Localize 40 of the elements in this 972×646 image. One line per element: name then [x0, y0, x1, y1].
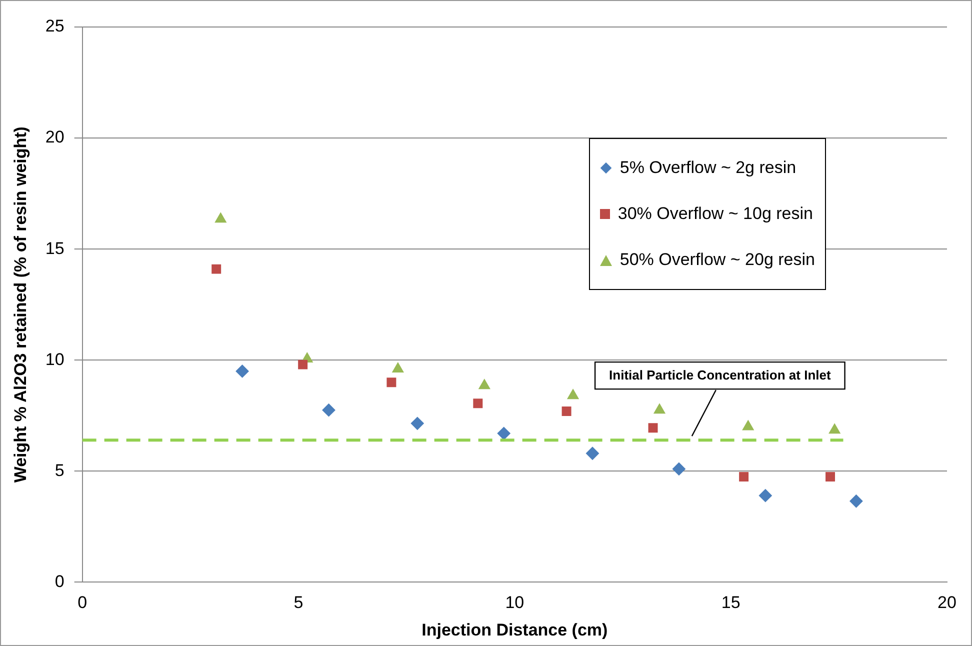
point — [473, 398, 483, 408]
point — [586, 446, 599, 460]
point — [410, 416, 424, 430]
point — [386, 378, 396, 388]
x-tick-label: 10 — [505, 593, 524, 612]
legend-label: 30% Overflow ~ 10g resin — [618, 204, 813, 224]
y-tick-label: 10 — [45, 350, 64, 369]
point — [214, 212, 226, 223]
point — [739, 472, 749, 482]
point — [742, 420, 754, 430]
y-tick-label: 25 — [45, 16, 64, 36]
point — [478, 379, 490, 390]
y-tick-label: 15 — [45, 238, 64, 258]
point — [562, 406, 572, 416]
annotation: Initial Particle Concentration at Inlet — [609, 368, 832, 383]
x-tick-label: 5 — [294, 593, 304, 612]
point — [826, 472, 836, 482]
point — [298, 360, 308, 370]
legend-label: 50% Overflow ~ 20g resin — [620, 250, 815, 270]
point — [828, 424, 840, 434]
y-tick-label: 0 — [54, 572, 64, 591]
point — [648, 423, 658, 433]
point — [236, 364, 249, 378]
y-axis-title: Weight % Al2O3 retained (% of resin weight) — [10, 126, 30, 483]
point — [567, 389, 579, 400]
point — [758, 489, 772, 502]
point — [672, 462, 686, 476]
y-tick-label: 5 — [54, 460, 64, 480]
point — [654, 404, 666, 414]
x-tick-label: 15 — [721, 593, 740, 612]
x-tick-label: 20 — [938, 593, 956, 612]
point — [322, 404, 336, 417]
x-tick-label: 0 — [78, 593, 88, 612]
y-tick-label: 20 — [45, 128, 64, 147]
x-axis-title: Injection Distance (cm) — [422, 620, 608, 640]
point — [850, 494, 863, 508]
point — [497, 426, 510, 440]
legend-label: 5% Overflow ~ 2g resin — [620, 158, 796, 178]
point — [212, 264, 222, 274]
point — [392, 362, 404, 373]
